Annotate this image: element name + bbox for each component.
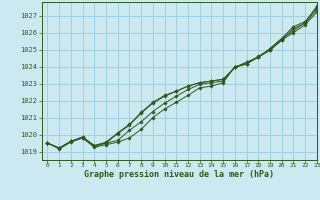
- X-axis label: Graphe pression niveau de la mer (hPa): Graphe pression niveau de la mer (hPa): [84, 170, 274, 179]
